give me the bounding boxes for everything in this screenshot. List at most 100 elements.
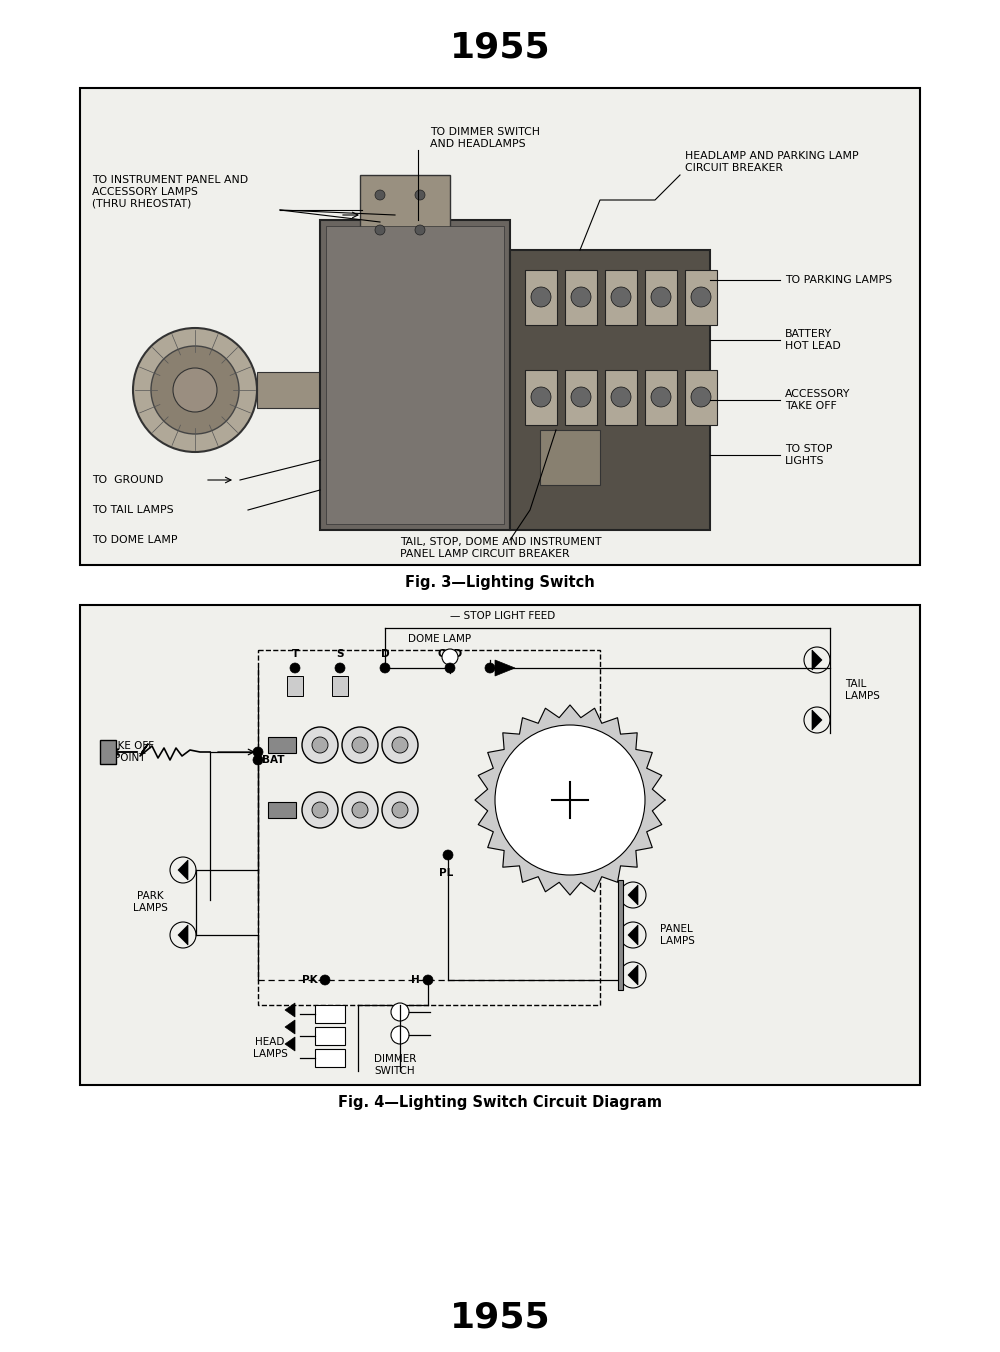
Bar bbox=[685, 370, 717, 425]
Circle shape bbox=[391, 1026, 409, 1044]
Polygon shape bbox=[628, 965, 638, 986]
Circle shape bbox=[382, 792, 418, 827]
Bar bbox=[540, 430, 600, 485]
Polygon shape bbox=[475, 704, 665, 895]
Circle shape bbox=[253, 754, 263, 765]
Polygon shape bbox=[628, 925, 638, 945]
Text: S: S bbox=[336, 649, 344, 658]
Circle shape bbox=[342, 792, 378, 827]
Bar bbox=[257, 372, 327, 408]
Text: BATTERY
HOT LEAD: BATTERY HOT LEAD bbox=[785, 329, 841, 350]
Circle shape bbox=[173, 368, 217, 412]
Circle shape bbox=[691, 387, 711, 407]
Text: TO DIMMER SWITCH
AND HEADLAMPS: TO DIMMER SWITCH AND HEADLAMPS bbox=[430, 127, 540, 149]
Bar bbox=[605, 370, 637, 425]
Polygon shape bbox=[812, 650, 822, 671]
Polygon shape bbox=[628, 886, 638, 904]
Circle shape bbox=[571, 387, 591, 407]
Text: TAIL, STOP, DOME AND INSTRUMENT
PANEL LAMP CIRCUIT BREAKER: TAIL, STOP, DOME AND INSTRUMENT PANEL LA… bbox=[400, 537, 602, 558]
Circle shape bbox=[531, 387, 551, 407]
Bar bbox=[268, 737, 296, 753]
Bar bbox=[315, 1049, 345, 1067]
Text: T: T bbox=[291, 649, 299, 658]
Bar bbox=[645, 370, 677, 425]
Bar bbox=[685, 270, 717, 324]
Bar bbox=[258, 650, 600, 1005]
Bar bbox=[332, 676, 348, 696]
Bar bbox=[315, 1028, 345, 1045]
Circle shape bbox=[342, 727, 378, 763]
Text: TAIL
LAMPS: TAIL LAMPS bbox=[845, 679, 880, 700]
Circle shape bbox=[312, 802, 328, 818]
Text: 1955: 1955 bbox=[450, 31, 550, 65]
Text: Fig. 4—Lighting Switch Circuit Diagram: Fig. 4—Lighting Switch Circuit Diagram bbox=[338, 1095, 662, 1110]
Text: TO PARKING LAMPS: TO PARKING LAMPS bbox=[785, 274, 892, 285]
Bar bbox=[618, 880, 623, 990]
Text: HEADLAMP AND PARKING LAMP
CIRCUIT BREAKER: HEADLAMP AND PARKING LAMP CIRCUIT BREAKE… bbox=[685, 151, 859, 173]
Text: TO  GROUND: TO GROUND bbox=[92, 475, 163, 485]
Polygon shape bbox=[495, 660, 515, 676]
Polygon shape bbox=[285, 1037, 295, 1051]
Circle shape bbox=[253, 748, 263, 757]
Text: PK: PK bbox=[302, 975, 318, 986]
Text: — STOP LIGHT FEED: — STOP LIGHT FEED bbox=[450, 611, 555, 621]
Circle shape bbox=[611, 387, 631, 407]
Circle shape bbox=[691, 287, 711, 307]
Bar bbox=[510, 250, 710, 530]
Circle shape bbox=[312, 737, 328, 753]
Circle shape bbox=[415, 224, 425, 235]
Circle shape bbox=[485, 662, 495, 673]
Polygon shape bbox=[178, 925, 188, 945]
Circle shape bbox=[290, 662, 300, 673]
Circle shape bbox=[302, 727, 338, 763]
Text: TAKE OFF
POINT: TAKE OFF POINT bbox=[105, 741, 155, 763]
Bar bbox=[80, 88, 920, 565]
Text: TO DOME LAMP: TO DOME LAMP bbox=[92, 535, 178, 545]
Circle shape bbox=[392, 802, 408, 818]
Text: PANEL
LAMPS: PANEL LAMPS bbox=[660, 925, 695, 946]
Circle shape bbox=[382, 727, 418, 763]
Circle shape bbox=[495, 725, 645, 875]
Circle shape bbox=[320, 975, 330, 986]
Text: H: H bbox=[411, 975, 419, 986]
Circle shape bbox=[380, 662, 390, 673]
Text: TO TAIL LAMPS: TO TAIL LAMPS bbox=[92, 506, 174, 515]
Circle shape bbox=[443, 850, 453, 860]
Bar bbox=[565, 370, 597, 425]
Circle shape bbox=[531, 287, 551, 307]
Bar bbox=[565, 270, 597, 324]
Circle shape bbox=[302, 792, 338, 827]
Circle shape bbox=[133, 329, 257, 452]
Text: GRD: GRD bbox=[437, 649, 463, 658]
Circle shape bbox=[415, 191, 425, 200]
Text: PL: PL bbox=[439, 868, 453, 877]
Bar bbox=[268, 802, 296, 818]
Bar bbox=[320, 220, 510, 530]
Bar bbox=[287, 676, 303, 696]
Circle shape bbox=[611, 287, 631, 307]
Text: ACCESSORY
TAKE OFF: ACCESSORY TAKE OFF bbox=[785, 389, 850, 411]
Text: BAT: BAT bbox=[262, 754, 285, 765]
Text: DIMMER
SWITCH: DIMMER SWITCH bbox=[374, 1055, 416, 1076]
Bar bbox=[100, 740, 116, 764]
Circle shape bbox=[442, 649, 458, 665]
Text: TO STOP
LIGHTS: TO STOP LIGHTS bbox=[785, 445, 832, 466]
Circle shape bbox=[352, 737, 368, 753]
Bar bbox=[525, 270, 557, 324]
Text: Fig. 3—Lighting Switch: Fig. 3—Lighting Switch bbox=[405, 576, 595, 591]
Circle shape bbox=[391, 1003, 409, 1021]
Text: DOME LAMP: DOME LAMP bbox=[408, 634, 472, 644]
Bar bbox=[525, 370, 557, 425]
Polygon shape bbox=[285, 1003, 295, 1017]
Polygon shape bbox=[285, 1019, 295, 1034]
Bar bbox=[605, 270, 637, 324]
Circle shape bbox=[392, 737, 408, 753]
Circle shape bbox=[375, 224, 385, 235]
Text: HEAD
LAMPS: HEAD LAMPS bbox=[253, 1037, 287, 1059]
Bar bbox=[326, 226, 504, 525]
Text: 1955: 1955 bbox=[450, 1301, 550, 1334]
Circle shape bbox=[571, 287, 591, 307]
Text: D: D bbox=[381, 649, 389, 658]
Circle shape bbox=[151, 346, 239, 434]
Circle shape bbox=[352, 802, 368, 818]
